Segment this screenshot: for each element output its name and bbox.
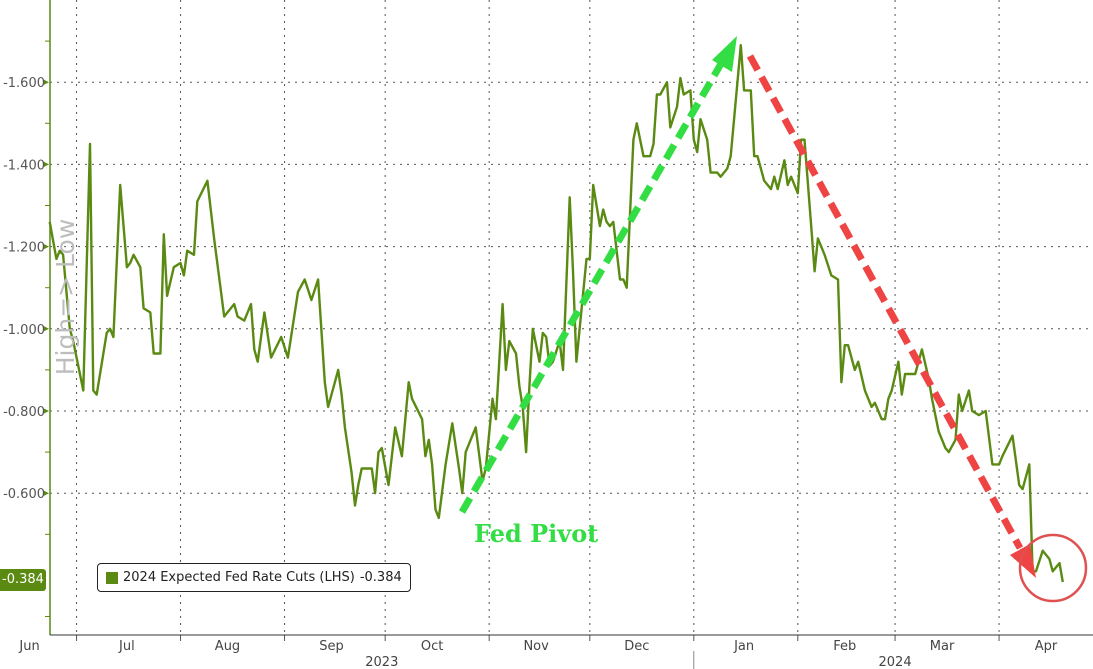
annotations-layer xyxy=(458,36,1088,603)
y-axis-label: High=> Low xyxy=(51,218,80,376)
series-line-2024-expected-fed-rate-cuts xyxy=(48,44,1064,583)
y-tick-mark xyxy=(43,490,49,497)
legend-last-value: -0.384 xyxy=(359,570,402,585)
series-layer xyxy=(48,44,1064,583)
green-dashed-arrow xyxy=(458,60,726,514)
y-tick-label: -1.000 xyxy=(3,323,45,338)
x-month-label: Jun xyxy=(18,639,39,654)
red-dashed-arrow xyxy=(746,54,1024,550)
x-month-label: Mar xyxy=(930,639,955,654)
y-tick-label: -1.200 xyxy=(3,241,45,256)
x-month-label: Jul xyxy=(118,639,135,654)
x-month-label: Feb xyxy=(833,639,856,654)
x-month-label: Nov xyxy=(523,639,549,654)
last-value-tag: -0.384 xyxy=(0,569,46,591)
red-highlight-circle xyxy=(1018,533,1088,603)
y-tick-mark xyxy=(43,161,49,168)
axes: -1.600 -1.400 -1.200 -1.000 -0.800 -0.600 Jun J… xyxy=(3,0,1093,669)
x-month-label: Oct xyxy=(421,639,443,654)
y-tick-label: -1.400 xyxy=(3,158,45,173)
legend-swatch xyxy=(106,571,118,584)
y-tick-label: -0.800 xyxy=(3,405,45,420)
y-tick-mark xyxy=(43,408,49,415)
red-arrowhead xyxy=(1010,544,1036,578)
y-tick-label: -0.600 xyxy=(3,487,45,502)
x-year-label: 2023 xyxy=(365,655,398,669)
x-month-label: Aug xyxy=(215,639,240,654)
green-arrowhead xyxy=(712,36,737,72)
y-tick-mark xyxy=(43,325,49,332)
x-month-label: Dec xyxy=(624,639,649,654)
x-month-label: Jan xyxy=(733,639,754,654)
x-month-label: Apr xyxy=(1035,639,1058,654)
fed-pivot-annotation: Fed Pivot xyxy=(474,519,599,548)
y-tick-label: -1.600 xyxy=(3,76,45,91)
x-year-label: 2024 xyxy=(879,655,912,669)
y-tick-mark xyxy=(43,243,49,250)
legend: 2024 Expected Fed Rate Cuts (LHS) -0.384 xyxy=(97,563,411,592)
legend-series-name: 2024 Expected Fed Rate Cuts (LHS) xyxy=(123,570,355,585)
x-month-label: Sep xyxy=(319,639,344,654)
y-tick-mark xyxy=(43,79,49,86)
